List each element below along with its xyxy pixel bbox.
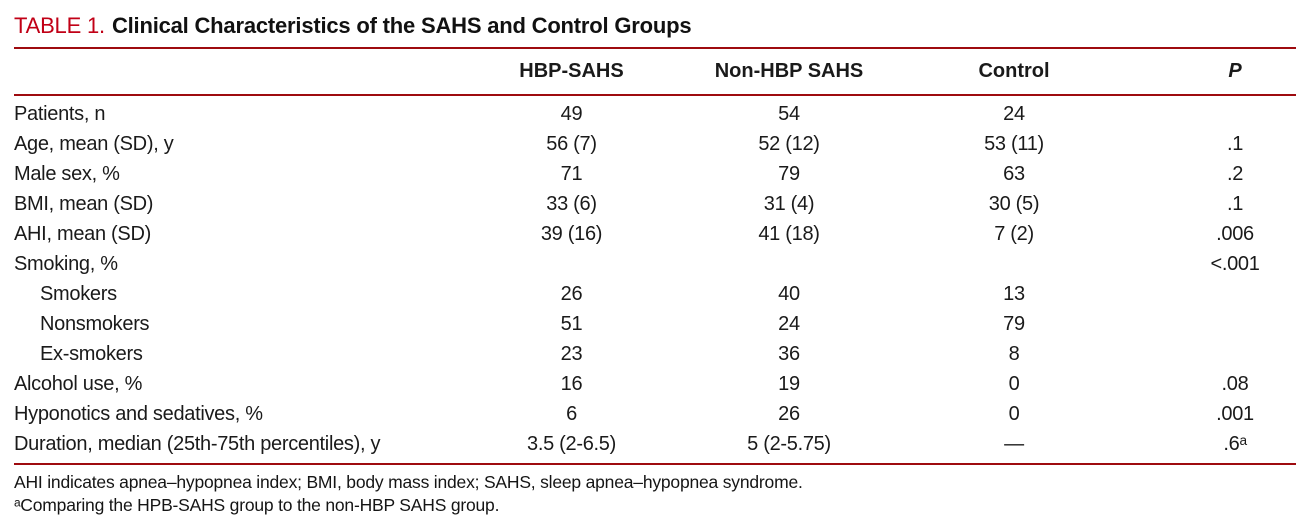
cell-value: 49 (560, 102, 583, 125)
header-rule (14, 94, 1296, 96)
cell-value: 0 (1008, 402, 1020, 425)
table-row: Age, mean (SD), y 56 (7) 52 (12) 53 (11)… (14, 129, 1296, 159)
cell-value: .1 (1226, 132, 1244, 155)
header-non-hbp-sahs: Non-HBP SAHS (714, 60, 864, 82)
table-row: BMI, mean (SD) 33 (6) 31 (4) 30 (5) .1 (14, 189, 1296, 219)
footnotes: AHI indicates apnea–hypopnea index; BMI,… (14, 465, 1296, 517)
cell-value: 26 (560, 282, 583, 305)
cell-value: .08 (1221, 372, 1249, 395)
table-row: Patients, n 49 54 24 (14, 99, 1296, 129)
cell-value: .006 (1216, 222, 1254, 245)
table-row: Hyponotics and sedatives, % 6 26 0 .001 (14, 399, 1296, 429)
cell-value: — (1004, 432, 1024, 455)
cell-value: 79 (1003, 312, 1025, 335)
cell-value: 56 (7) (546, 132, 597, 155)
cell-value: .2 (1226, 162, 1244, 185)
row-label: Smoking, % (14, 252, 118, 275)
row-label: Age, mean (SD), y (14, 132, 174, 155)
cell-value: 79 (778, 162, 800, 185)
cell-value: 30 (5) (988, 192, 1040, 215)
cell-value: 53 (11) (984, 132, 1044, 155)
row-label: Alcohol use, % (14, 372, 143, 395)
table-row: Duration, median (25th-75th percentiles)… (14, 429, 1296, 459)
table-caption: Clinical Characteristics of the SAHS and… (111, 13, 692, 38)
row-label: Male sex, % (14, 162, 120, 185)
cell-value: 41 (18) (758, 222, 820, 245)
cell-value: 7 (2) (994, 222, 1034, 245)
row-label: BMI, mean (SD) (14, 192, 154, 215)
cell-value: 36 (778, 342, 800, 365)
footnote-a: ᵃComparing the HPB-SAHS group to the non… (14, 495, 500, 515)
cell-value: 51 (560, 312, 583, 335)
cell-value: 16 (560, 372, 583, 395)
row-label: Nonsmokers (40, 312, 150, 335)
cell-value: 3.5 (2-6.5) (527, 432, 616, 455)
table-row: Ex-smokers 23 36 8 (14, 339, 1296, 369)
table-number: TABLE 1. (14, 13, 105, 38)
cell-value: 0 (1008, 372, 1020, 395)
cell-value: 40 (778, 282, 800, 305)
row-label: Hyponotics and sedatives, % (14, 402, 263, 425)
cell-value: 19 (778, 372, 800, 395)
cell-value: 31 (4) (763, 192, 815, 215)
cell-value: <.001 (1210, 252, 1260, 275)
cell-value: 33 (6) (546, 192, 597, 215)
row-label: Duration, median (25th-75th percentiles)… (14, 432, 381, 455)
bottom-rule (14, 463, 1296, 465)
cell-value: 24 (1003, 102, 1025, 125)
header-hbp-sahs: HBP-SAHS (519, 60, 624, 82)
cell-value: 39 (16) (540, 222, 603, 245)
table-body: Patients, n 49 54 24 Age, mean (SD), y 5… (14, 96, 1296, 463)
top-rule (14, 47, 1296, 49)
cell-value: 6 (566, 402, 577, 425)
cell-value: 23 (560, 342, 583, 365)
cell-value: 52 (12) (758, 132, 820, 155)
cell-value: 13 (1003, 282, 1025, 305)
cell-value: .1 (1226, 192, 1244, 215)
table-row: Smoking, % <.001 (14, 249, 1296, 279)
table-1-page: TABLE 1. Clinical Characteristics of the … (14, 0, 1296, 517)
table-header-row: HBP-SAHS Non-HBP SAHS Control P (14, 49, 1296, 94)
table-row: AHI, mean (SD) 39 (16) 41 (18) 7 (2) .00… (14, 219, 1296, 249)
cell-value: .6ᵃ (1223, 432, 1247, 455)
header-p-value: P (1228, 60, 1242, 82)
cell-value: 8 (1008, 342, 1020, 365)
table-row: Smokers 26 40 13 (14, 279, 1296, 309)
cell-value: .001 (1216, 402, 1254, 425)
cell-value: 54 (778, 102, 800, 125)
row-label: Smokers (40, 282, 117, 305)
row-label: Patients, n (14, 102, 106, 125)
table-row: Alcohol use, % 16 19 0 .08 (14, 369, 1296, 399)
table-row: Nonsmokers 51 24 79 (14, 309, 1296, 339)
cell-value: 26 (778, 402, 800, 425)
table-title: TABLE 1. Clinical Characteristics of the … (14, 0, 1296, 39)
header-control: Control (978, 60, 1050, 82)
footnote-abbreviations: AHI indicates apnea–hypopnea index; BMI,… (14, 472, 803, 492)
table-row: Male sex, % 71 79 63 .2 (14, 159, 1296, 189)
row-label: Ex-smokers (40, 342, 143, 365)
cell-value: 63 (1003, 162, 1025, 185)
row-label: AHI, mean (SD) (14, 222, 151, 245)
cell-value: 5 (2-5.75) (747, 432, 831, 455)
cell-value: 71 (560, 162, 583, 185)
cell-value: 24 (778, 312, 800, 335)
